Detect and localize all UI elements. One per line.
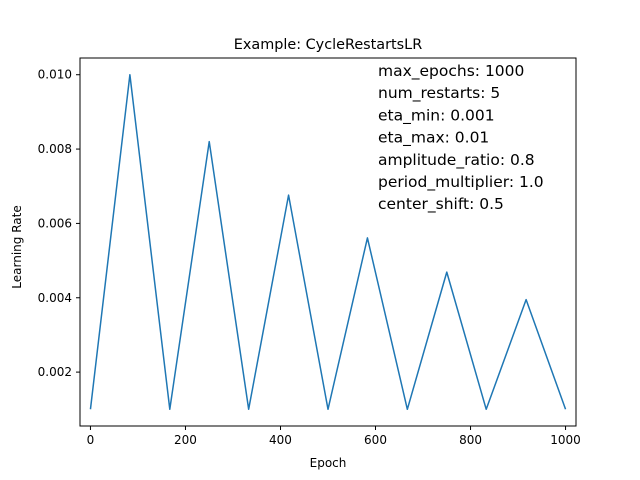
y-tick-label: 0.006 [38,216,72,230]
y-tick-label: 0.008 [38,142,72,156]
x-axis-label: Epoch [310,456,347,470]
annotation-line: eta_max: 0.01 [378,129,489,148]
x-tick-label: 0 [87,433,95,447]
axes-frame [79,57,577,427]
annotation-line: amplitude_ratio: 0.8 [378,151,535,170]
annotation-line: eta_min: 0.001 [378,106,495,125]
annotation-block: max_epochs: 1000 num_restarts: 5 eta_min: … [378,62,544,214]
x-tick-label: 400 [269,433,292,447]
annotation-line: center_shift: 0.5 [378,195,504,214]
x-tick-label: 200 [174,433,197,447]
series-line [89,73,567,411]
x-tick-label: 800 [459,433,482,447]
x-axis-ticks: 0 200 400 600 800 1000 [87,426,581,447]
y-axis-ticks: 0.002 0.004 0.006 0.008 0.010 [38,68,80,379]
annotation-line: period_multiplier: 1.0 [378,173,544,192]
annotation-line: max_epochs: 1000 [378,62,524,81]
x-tick-label: 600 [364,433,387,447]
chart-title: Example: CycleRestartsLR [234,37,422,53]
y-axis-label: Learning Rate [10,205,24,288]
plot-area [89,73,567,411]
y-tick-label: 0.010 [38,68,72,82]
y-tick-label: 0.004 [38,291,72,305]
annotation-line: num_restarts: 5 [378,84,500,103]
y-tick-label: 0.002 [38,365,72,379]
x-tick-label: 1000 [550,433,581,447]
